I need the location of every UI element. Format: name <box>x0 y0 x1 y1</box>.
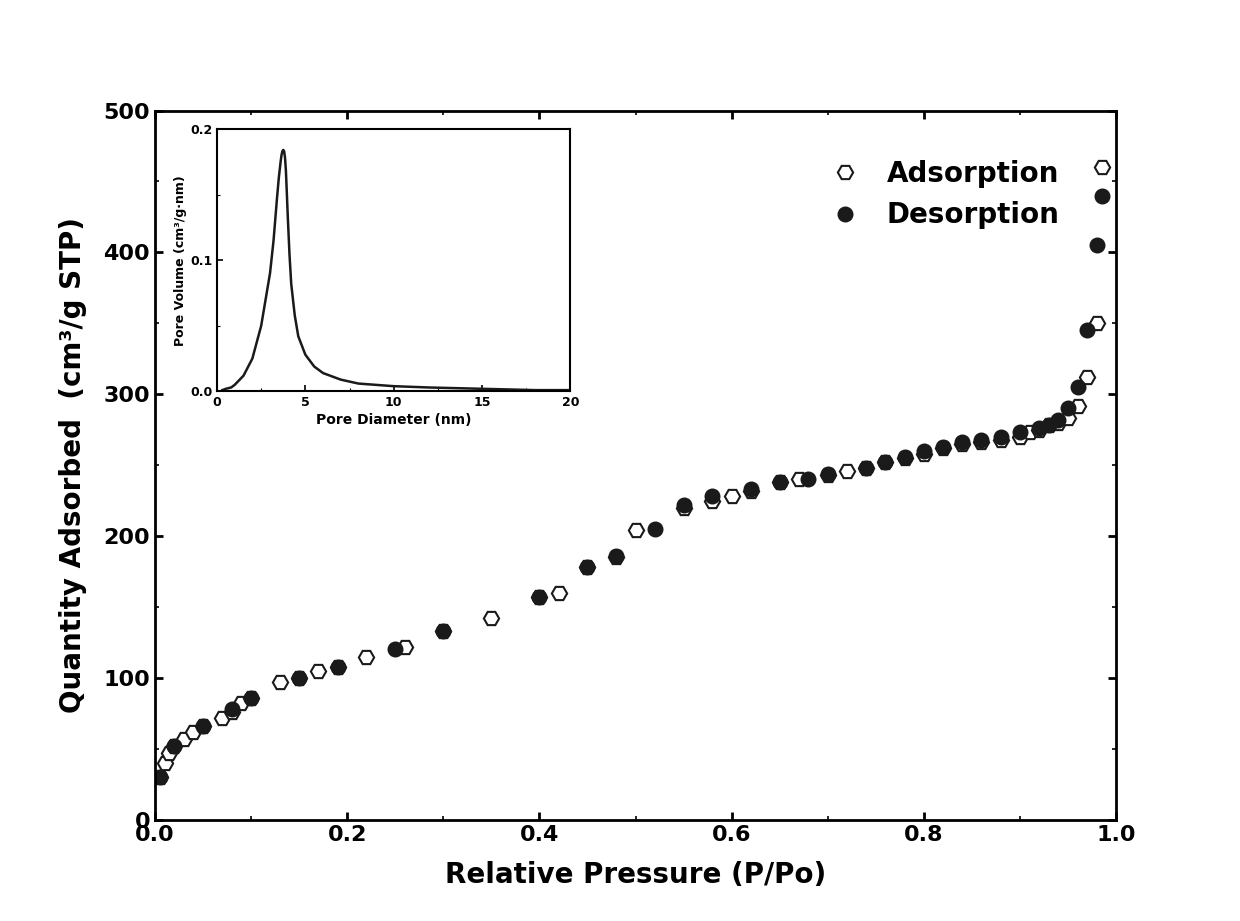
Desorption <box>821 468 836 479</box>
Adsorption <box>1080 372 1095 383</box>
Adsorption <box>898 452 913 463</box>
Adsorption <box>676 502 691 513</box>
Desorption <box>773 476 787 487</box>
Adsorption <box>153 772 167 783</box>
Desorption <box>243 693 259 704</box>
Adsorption <box>397 641 412 652</box>
Adsorption <box>330 661 345 672</box>
Line: Desorption: Desorption <box>153 189 1109 784</box>
Adsorption <box>1050 417 1065 428</box>
Adsorption <box>311 665 326 676</box>
Adsorption <box>436 625 451 636</box>
Y-axis label: Pore Volume (cm³/g·nm): Pore Volume (cm³/g·nm) <box>174 175 187 345</box>
Desorption <box>744 484 759 495</box>
Adsorption <box>1089 318 1104 329</box>
Adsorption <box>955 438 970 449</box>
Adsorption <box>1012 431 1027 442</box>
Adsorption <box>993 434 1008 445</box>
Adsorption <box>166 740 181 752</box>
Adsorption <box>243 693 259 704</box>
Adsorption <box>791 473 806 484</box>
Desorption <box>1032 423 1047 434</box>
Adsorption <box>1060 413 1075 424</box>
Adsorption <box>484 612 498 624</box>
X-axis label: Relative Pressure (P/Po): Relative Pressure (P/Po) <box>445 861 826 889</box>
Adsorption <box>1032 424 1047 436</box>
Adsorption <box>724 491 739 502</box>
Y-axis label: Quantity Adsorbed  (cm³/g STP): Quantity Adsorbed (cm³/g STP) <box>58 217 87 713</box>
Adsorption <box>162 748 177 759</box>
Adsorption <box>580 562 595 573</box>
Desorption <box>580 562 595 573</box>
Adsorption <box>975 437 990 448</box>
Desorption <box>532 591 547 602</box>
Adsorption <box>1022 427 1037 438</box>
Adsorption <box>1042 420 1056 431</box>
Desorption <box>858 462 873 473</box>
Adsorption <box>839 465 854 476</box>
Adsorption <box>360 651 374 662</box>
Desorption <box>291 672 306 683</box>
Adsorption <box>224 706 239 717</box>
Desorption <box>916 446 931 457</box>
Desorption <box>196 720 211 731</box>
Desorption <box>1070 381 1085 392</box>
Adsorption <box>935 443 950 454</box>
Desorption <box>1089 239 1104 251</box>
Adsorption <box>532 591 547 602</box>
Adsorption <box>234 698 249 709</box>
Adsorption <box>196 720 211 731</box>
Desorption <box>647 523 662 534</box>
Desorption <box>1012 427 1027 438</box>
Desorption <box>878 457 893 468</box>
Adsorption <box>291 672 306 683</box>
Desorption <box>801 473 816 484</box>
Desorption <box>935 441 950 452</box>
Adsorption <box>551 588 565 599</box>
Desorption <box>1050 414 1065 426</box>
Adsorption <box>704 495 719 507</box>
Adsorption <box>627 525 642 536</box>
Desorption <box>676 499 691 510</box>
Desorption <box>1060 402 1075 414</box>
Adsorption <box>916 449 931 460</box>
Desorption <box>704 491 719 502</box>
X-axis label: Pore Diameter (nm): Pore Diameter (nm) <box>316 414 471 427</box>
Adsorption <box>1070 400 1085 411</box>
Adsorption <box>858 462 873 473</box>
Adsorption <box>186 727 201 738</box>
Desorption <box>975 434 990 445</box>
Adsorption <box>273 677 288 688</box>
Adsorption <box>609 552 624 563</box>
Adsorption <box>157 757 172 768</box>
Legend: Adsorption, Desorption: Adsorption, Desorption <box>817 146 1074 243</box>
Adsorption <box>821 470 836 481</box>
Desorption <box>388 644 403 655</box>
Desorption <box>166 740 181 752</box>
Adsorption <box>773 476 787 487</box>
Desorption <box>153 772 167 783</box>
Desorption <box>898 451 913 462</box>
Adsorption <box>878 457 893 468</box>
Desorption <box>224 704 239 715</box>
Desorption <box>955 437 970 448</box>
Adsorption <box>215 712 229 723</box>
Desorption <box>609 551 624 562</box>
Adsorption <box>1094 162 1109 173</box>
Desorption <box>1080 325 1095 336</box>
Adsorption <box>744 485 759 496</box>
Desorption <box>436 625 451 636</box>
Adsorption <box>176 733 191 744</box>
Line: Adsorption: Adsorption <box>153 159 1110 785</box>
Desorption <box>993 431 1008 442</box>
Desorption <box>330 661 345 672</box>
Desorption <box>1094 190 1109 201</box>
Desorption <box>1042 420 1056 431</box>
